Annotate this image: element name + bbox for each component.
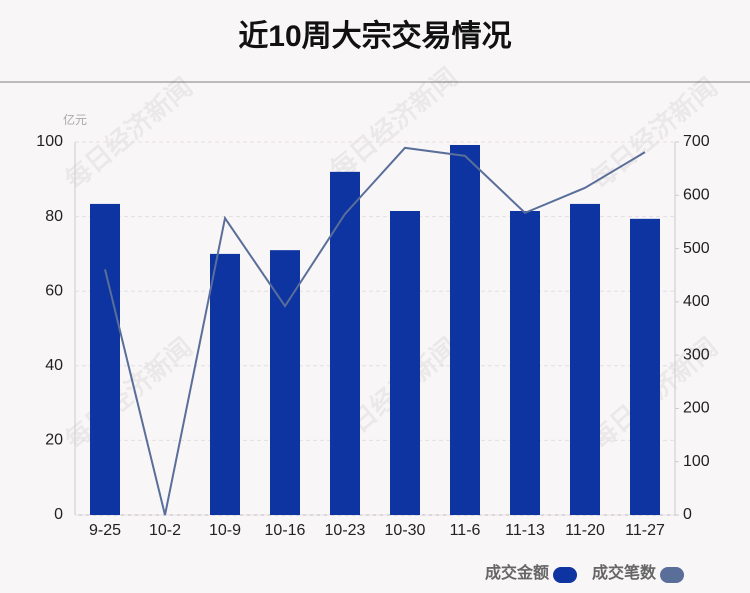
bar bbox=[570, 203, 600, 515]
line bbox=[104, 146, 646, 516]
y2-tick-label: 100 bbox=[683, 453, 710, 470]
bar bbox=[390, 211, 420, 515]
y-tick-label: 60 bbox=[45, 282, 63, 299]
y-tick-label: 20 bbox=[45, 432, 63, 449]
legend-marker bbox=[553, 567, 578, 583]
y2-tick-label: 400 bbox=[683, 293, 710, 310]
bar bbox=[270, 250, 300, 516]
y2-tick-label: 600 bbox=[683, 187, 710, 204]
x-tick-label: 10-2 bbox=[149, 522, 181, 539]
x-tick-label: 9-25 bbox=[89, 522, 121, 539]
y-tick-label: 80 bbox=[45, 208, 63, 225]
y-tick-label: 40 bbox=[45, 357, 63, 374]
x-tick-label: 10-16 bbox=[265, 522, 306, 539]
y-unit: 亿元 bbox=[63, 112, 87, 127]
x-tick-label: 11-13 bbox=[505, 522, 545, 539]
legend-marker bbox=[660, 567, 685, 583]
legend-label: 成交金额 bbox=[485, 563, 549, 582]
x-tick-label: 10-23 bbox=[325, 522, 366, 539]
y2-tick-label: 700 bbox=[683, 133, 710, 150]
y2-tick-label: 0 bbox=[683, 506, 692, 523]
x-tick-label: 11-6 bbox=[450, 522, 481, 539]
bar bbox=[450, 144, 480, 515]
bar bbox=[510, 211, 540, 515]
y2-tick-label: 500 bbox=[683, 240, 710, 257]
x-tick-label: 11-27 bbox=[625, 522, 665, 539]
bar bbox=[90, 203, 120, 515]
x-tick-label: 10-30 bbox=[385, 522, 426, 539]
bar bbox=[210, 253, 240, 515]
x-tick-label: 11-20 bbox=[565, 522, 605, 539]
y2-tick-label: 300 bbox=[683, 346, 710, 363]
y-tick-label: 100 bbox=[36, 133, 63, 150]
legend-label: 成交笔数 bbox=[592, 563, 657, 582]
bar bbox=[330, 171, 360, 515]
y2-tick-label: 200 bbox=[683, 400, 710, 417]
chart-title: 近10周大宗交易情况 bbox=[238, 19, 511, 53]
x-tick-label: 10-9 bbox=[209, 522, 241, 539]
bar bbox=[630, 218, 660, 515]
y-tick-label: 0 bbox=[54, 506, 63, 523]
